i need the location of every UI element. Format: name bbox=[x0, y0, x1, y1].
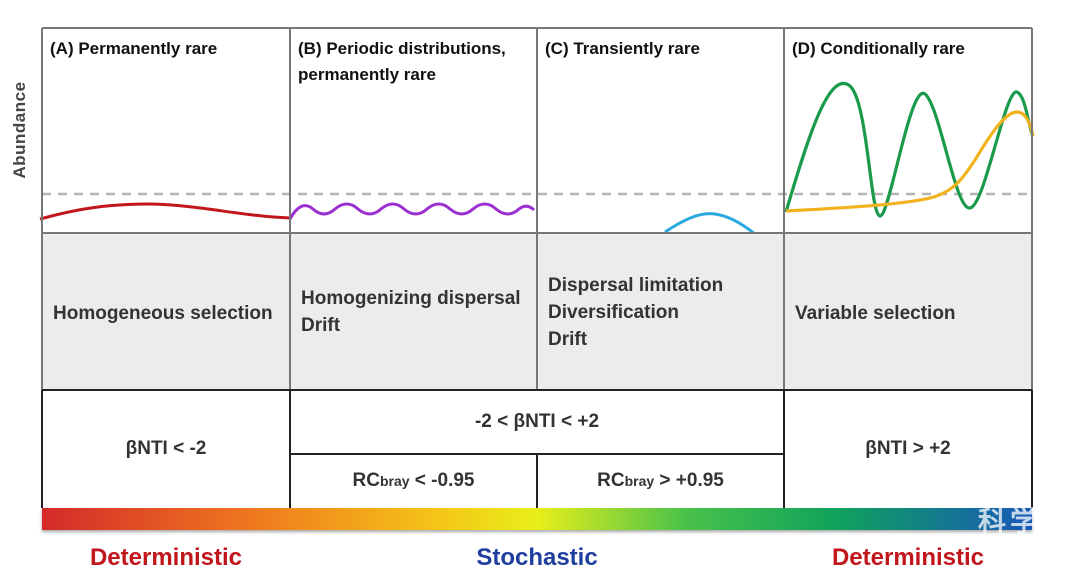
panel-title-b: (B) Periodic distributions, permanently … bbox=[298, 39, 506, 84]
panel-title-a: (A) Permanently rare bbox=[50, 39, 218, 58]
gradient-label: Deterministic bbox=[89, 544, 243, 571]
mechanism-homogenizing-dispersal: Homogenizing dispersal Drift bbox=[291, 234, 536, 390]
mechanism-text: Dispersal limitation bbox=[548, 275, 724, 296]
panel-title-d: (D) Conditionally rare bbox=[792, 39, 965, 58]
curve-transiently-rare bbox=[664, 212, 756, 236]
label-deterministic-left: Deterministic bbox=[42, 544, 290, 572]
mechanism-text: Homogenizing dispersal bbox=[301, 288, 521, 309]
panel-b: (B) Periodic distributions, permanently … bbox=[290, 28, 537, 233]
gradient-label: Deterministic bbox=[831, 544, 985, 571]
label-deterministic-right: Deterministic bbox=[784, 544, 1032, 572]
nti-middle-label: -2 < βNTI < +2 bbox=[474, 411, 600, 432]
curve-permanently-rare bbox=[39, 202, 291, 221]
nti-homogeneous: βNTI < -2 bbox=[42, 390, 290, 508]
curve-conditionally-rare-green bbox=[784, 82, 1035, 218]
rc-right-rest: > +0.95 bbox=[654, 470, 724, 491]
mechanism-text: Diversification bbox=[548, 302, 679, 323]
watermark: 科学 bbox=[977, 506, 1042, 537]
panel-c: (C) Transiently rare bbox=[537, 28, 784, 233]
nti-right-label: βNTI > +2 bbox=[865, 438, 951, 459]
mechanism-text: Drift bbox=[548, 329, 588, 350]
mechanism-variable-selection: Variable selection bbox=[785, 234, 1031, 390]
gradient-label: Stochastic bbox=[476, 544, 598, 571]
process-gradient-bar bbox=[42, 508, 1032, 530]
curve-conditionally-rare-orange bbox=[785, 110, 1035, 213]
mechanism-text: Homogeneous selection bbox=[53, 303, 273, 324]
rc-right-base: RC bbox=[597, 470, 625, 491]
label-stochastic: Stochastic bbox=[290, 544, 784, 572]
curve-periodic bbox=[288, 202, 536, 220]
rc-bray-negative: RC bray < -0.95 bbox=[290, 454, 537, 508]
rc-bray-positive: RC bray > +0.95 bbox=[537, 454, 784, 508]
rc-left-base: RC bbox=[352, 470, 380, 491]
panel-title-c: (C) Transiently rare bbox=[545, 39, 700, 58]
mechanism-text: Drift bbox=[301, 315, 341, 336]
panel-a: (A) Permanently rare bbox=[42, 28, 290, 233]
rc-right-sub: bray bbox=[624, 473, 655, 489]
mechanism-homogeneous-selection: Homogeneous selection bbox=[43, 234, 289, 390]
rc-left-rest: < -0.95 bbox=[409, 470, 475, 491]
mechanism-dispersal-limitation: Dispersal limitation Diversification Dri… bbox=[538, 234, 783, 390]
nti-variable: βNTI > +2 bbox=[784, 390, 1032, 508]
nti-left-label: βNTI < -2 bbox=[125, 438, 207, 459]
panel-d: (D) Conditionally rare bbox=[784, 28, 1032, 233]
nti-stochastic-range: -2 < βNTI < +2 bbox=[290, 390, 784, 454]
rc-left-sub: bray bbox=[379, 473, 410, 489]
mechanism-text: Variable selection bbox=[795, 303, 956, 324]
